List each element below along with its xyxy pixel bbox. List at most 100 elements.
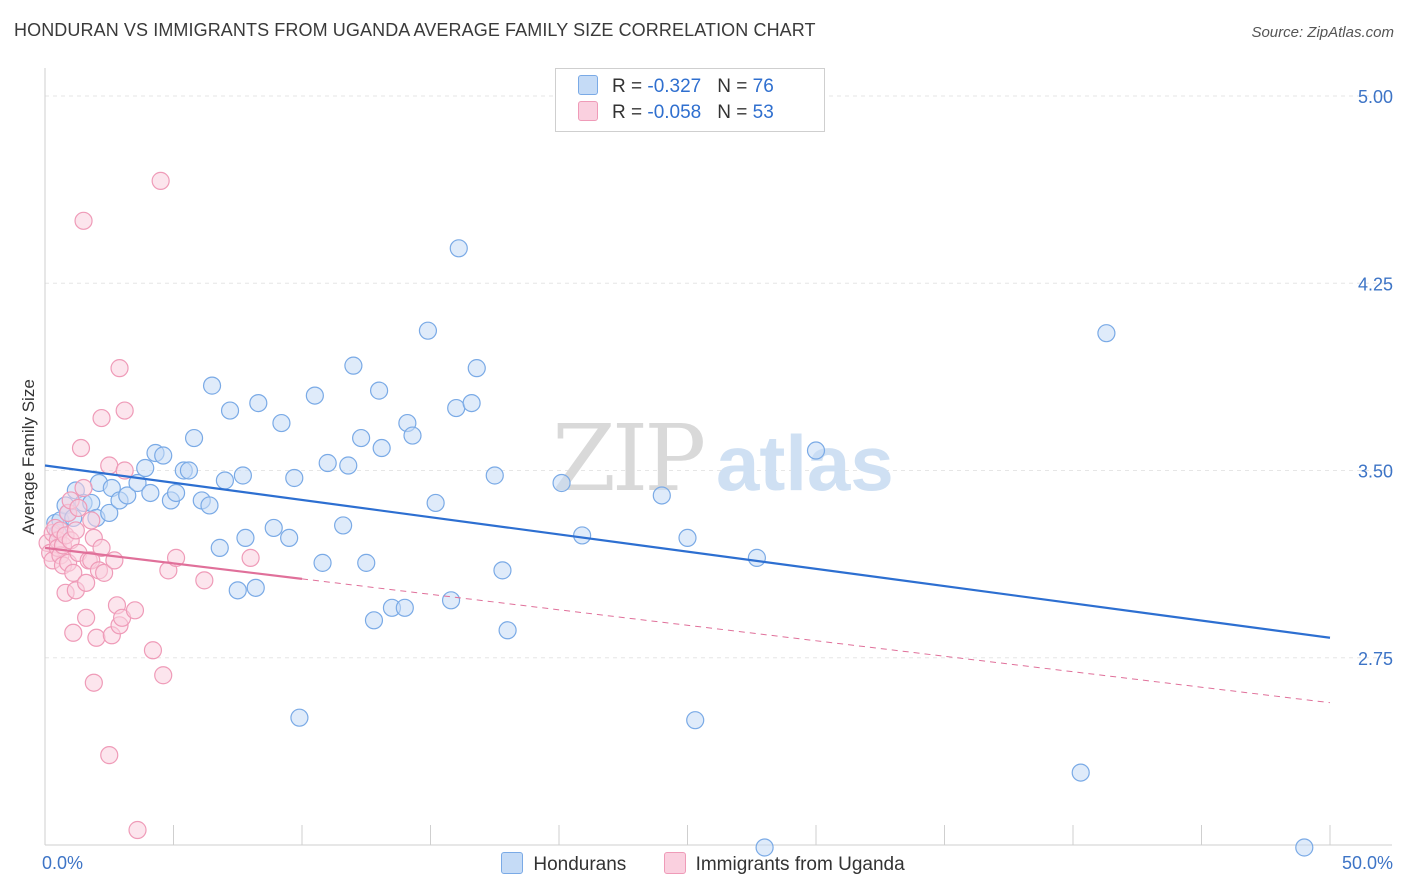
data-point-uganda: [241, 548, 260, 567]
data-point-hondurans: [462, 393, 481, 413]
data-point-hondurans: [179, 461, 199, 480]
stats-legend: R = -0.327 N = 76 R = -0.058 N = 53: [555, 68, 825, 132]
data-point-uganda: [64, 623, 83, 642]
data-point-hondurans: [493, 561, 512, 580]
data-point-hondurans: [441, 591, 461, 610]
legend-swatch-uganda: [663, 852, 686, 874]
data-point-hondurans: [272, 413, 291, 433]
trend-line-hondurans: [44, 464, 1331, 639]
data-point-hondurans: [352, 428, 371, 448]
data-point-uganda: [87, 628, 106, 647]
data-point-hondurans: [1097, 324, 1116, 343]
grid-lines: [45, 95, 1392, 659]
data-point-uganda: [66, 521, 85, 540]
data-point-uganda: [92, 408, 111, 428]
data-point-hondurans: [447, 398, 466, 418]
data-point-hondurans: [264, 518, 283, 538]
data-point-hondurans: [141, 483, 160, 503]
data-point-hondurans: [395, 598, 414, 617]
data-point-hondurans: [184, 428, 204, 448]
data-point-hondurans: [370, 381, 389, 400]
data-point-uganda: [74, 478, 93, 498]
data-point-uganda: [84, 673, 103, 692]
data-point-hondurans: [166, 483, 186, 503]
legend-r-value: -0.058: [647, 102, 702, 123]
data-point-uganda: [115, 401, 134, 420]
data-point-hondurans: [290, 708, 309, 727]
data-point-uganda: [100, 746, 119, 765]
data-point-hondurans: [100, 503, 119, 523]
data-point-hondurans: [339, 456, 358, 475]
legend-item-hondurans[interactable]: Hondurans: [501, 852, 626, 876]
y-tick-label: 4.25: [1358, 274, 1393, 294]
data-point-uganda: [105, 551, 124, 570]
data-point-hondurans: [467, 359, 486, 378]
watermark-zip: ZIP: [552, 405, 703, 512]
data-point-uganda: [151, 171, 170, 190]
data-point-hondurans: [552, 473, 571, 493]
legend-row-uganda: R = -0.058 N = 53: [578, 101, 774, 127]
trend-lines: [44, 464, 1331, 704]
data-point-hondurans: [215, 471, 234, 490]
series-hondurans: [46, 239, 1314, 857]
data-point-hondurans: [747, 548, 766, 567]
data-point-hondurans: [305, 386, 324, 405]
data-point-uganda: [77, 608, 96, 627]
y-tick-label: 2.75: [1358, 649, 1393, 669]
data-point-uganda: [128, 820, 147, 840]
data-point-uganda: [71, 438, 91, 458]
legend-n-label: N =: [717, 76, 753, 97]
legend-r-label: R =: [612, 102, 648, 123]
data-point-uganda: [100, 456, 119, 475]
legend-swatch-uganda: [578, 101, 598, 121]
data-point-hondurans: [686, 711, 705, 730]
data-point-hondurans: [318, 453, 337, 473]
data-point-hondurans: [210, 538, 229, 557]
data-point-uganda: [143, 641, 163, 660]
axes: [44, 68, 1392, 846]
tick-labels: 2.75 3.50 4.25 5.00 0.0% 50.0%: [42, 87, 1393, 873]
data-point-uganda: [195, 571, 214, 590]
data-point-hondurans: [228, 581, 247, 600]
data-point-uganda: [154, 666, 173, 685]
data-point-hondurans: [426, 493, 445, 513]
data-point-hondurans: [403, 426, 422, 445]
legend-n-label: N =: [717, 102, 753, 123]
data-point-hondurans: [806, 441, 826, 460]
legend-n-value: 53: [752, 102, 774, 123]
x-tick-label: 0.0%: [42, 853, 83, 873]
legend-swatch-hondurans: [578, 75, 598, 95]
data-point-hondurans: [236, 528, 255, 548]
series-legend: Hondurans Immigrants from Uganda: [0, 852, 1406, 876]
data-point-hondurans: [154, 446, 173, 465]
data-point-uganda: [82, 511, 101, 530]
legend-swatch-hondurans: [501, 852, 524, 874]
data-point-uganda: [110, 359, 129, 378]
data-point-hondurans: [246, 578, 265, 597]
trend-line-uganda: [44, 546, 303, 580]
data-point-hondurans: [200, 496, 219, 515]
watermark: ZIP atlas: [552, 405, 894, 512]
chart-title: HONDURAN VS IMMIGRANTS FROM UGANDA AVERA…: [14, 20, 816, 40]
data-point-hondurans: [202, 376, 222, 395]
legend-item-uganda[interactable]: Immigrants from Uganda: [663, 852, 905, 876]
legend-label-hondurans: Hondurans: [533, 854, 627, 875]
data-point-hondurans: [334, 516, 353, 535]
data-point-hondurans: [136, 458, 155, 478]
trend-line-uganda-dashed: [301, 578, 1331, 704]
data-point-hondurans: [249, 393, 268, 413]
data-point-hondurans: [418, 321, 438, 340]
legend-r-value: -0.327: [647, 76, 702, 97]
x-tick-label: 50.0%: [1342, 853, 1393, 873]
data-point-hondurans: [233, 466, 252, 485]
legend-label-uganda: Immigrants from Uganda: [695, 854, 905, 875]
data-point-hondurans: [280, 528, 299, 548]
data-point-hondurans: [313, 553, 332, 572]
data-point-hondurans: [220, 401, 240, 420]
data-point-hondurans: [498, 621, 517, 640]
data-point-hondurans: [118, 486, 137, 505]
data-point-hondurans: [485, 466, 504, 485]
watermark-atlas: atlas: [716, 419, 894, 507]
data-point-hondurans: [364, 611, 384, 630]
data-point-hondurans: [1071, 763, 1090, 782]
